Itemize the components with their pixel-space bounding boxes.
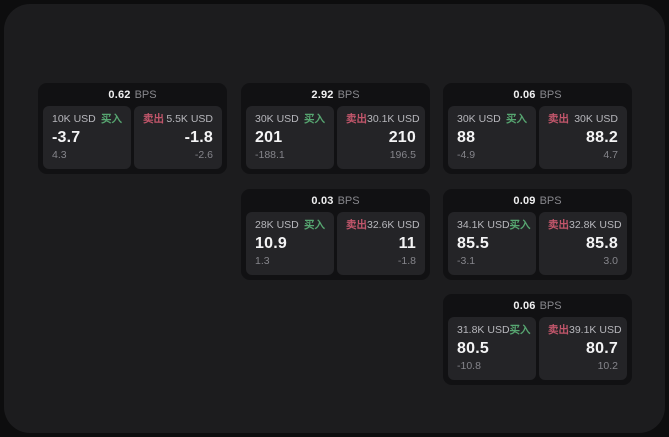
buy-change: 4.3 (52, 149, 67, 161)
bps-value: 0.03 (311, 194, 334, 207)
bps-header: 0.06 BPS (443, 83, 632, 106)
quote-card-3: 0.06 BPS 30K USD 买入 88 -4.9 卖出 30K USD 8… (443, 83, 632, 174)
buy-amount: 31.8K USD (457, 324, 510, 336)
buy-change: -188.1 (255, 149, 285, 161)
bps-unit-label: BPS (134, 88, 157, 101)
buy-amount: 10K USD (52, 113, 96, 125)
bps-header: 0.09 BPS (443, 189, 632, 212)
price-tiles: 34.1K USD 买入 85.5 -3.1 卖出 32.8K USD 85.8… (443, 212, 632, 280)
buy-price: 80.5 (457, 340, 489, 357)
buy-tile[interactable]: 31.8K USD 买入 80.5 -10.8 (448, 317, 536, 380)
buy-price: 88 (457, 129, 476, 146)
buy-side-label: 买入 (304, 113, 325, 125)
bps-header: 0.62 BPS (38, 83, 227, 106)
buy-amount: 34.1K USD (457, 219, 510, 231)
buy-tile[interactable]: 10K USD 买入 -3.7 4.3 (43, 106, 131, 169)
sell-side-label: 卖出 (346, 219, 367, 231)
buy-side-label: 买入 (506, 113, 527, 125)
sell-side-label: 卖出 (548, 324, 569, 336)
buy-price: 201 (255, 129, 283, 146)
sell-change: 3.0 (603, 255, 618, 267)
bps-value: 2.92 (311, 88, 334, 101)
sell-amount: 30K USD (574, 113, 618, 125)
sell-amount: 30.1K USD (367, 113, 420, 125)
bps-unit-label: BPS (337, 194, 360, 207)
sell-price: 11 (398, 235, 416, 252)
buy-amount: 28K USD (255, 219, 299, 231)
bps-value: 0.09 (513, 194, 536, 207)
sell-amount: 5.5K USD (166, 113, 213, 125)
sell-price: 88.2 (586, 129, 618, 146)
bps-unit-label: BPS (539, 299, 562, 312)
bps-header: 0.06 BPS (443, 294, 632, 317)
buy-change: -10.8 (457, 360, 481, 372)
sell-tile[interactable]: 卖出 32.8K USD 85.8 3.0 (539, 212, 627, 275)
bps-value: 0.62 (108, 88, 131, 101)
sell-tile[interactable]: 卖出 32.6K USD 11 -1.8 (337, 212, 425, 275)
sell-change: 196.5 (389, 149, 416, 161)
quote-card-6: 0.06 BPS 31.8K USD 买入 80.5 -10.8 卖出 39.1… (443, 294, 632, 385)
buy-side-label: 买入 (101, 113, 122, 125)
sell-price: -1.8 (184, 129, 213, 146)
buy-tile[interactable]: 28K USD 买入 10.9 1.3 (246, 212, 334, 275)
sell-tile[interactable]: 卖出 30K USD 88.2 4.7 (539, 106, 627, 169)
price-tiles: 28K USD 买入 10.9 1.3 卖出 32.6K USD 11 -1.8 (241, 212, 430, 280)
bps-value: 0.06 (513, 88, 536, 101)
buy-change: 1.3 (255, 255, 270, 267)
sell-change: -1.8 (397, 255, 416, 267)
sell-amount: 32.6K USD (367, 219, 420, 231)
bps-header: 2.92 BPS (241, 83, 430, 106)
buy-side-label: 买入 (304, 219, 325, 231)
sell-amount: 39.1K USD (569, 324, 622, 336)
bps-header: 0.03 BPS (241, 189, 430, 212)
price-tiles: 30K USD 买入 201 -188.1 卖出 30.1K USD 210 1… (241, 106, 430, 174)
sell-tile[interactable]: 卖出 5.5K USD -1.8 -2.6 (134, 106, 222, 169)
sell-amount: 32.8K USD (569, 219, 622, 231)
quotes-panel: 0.62 BPS 10K USD 买入 -3.7 4.3 卖出 5.5K USD… (4, 4, 665, 433)
sell-side-label: 卖出 (548, 219, 569, 231)
buy-amount: 30K USD (457, 113, 501, 125)
sell-side-label: 卖出 (346, 113, 367, 125)
buy-price: -3.7 (52, 129, 81, 146)
bps-unit-label: BPS (539, 194, 562, 207)
buy-tile[interactable]: 30K USD 买入 201 -188.1 (246, 106, 334, 169)
quote-card-4: 0.03 BPS 28K USD 买入 10.9 1.3 卖出 32.6K US… (241, 189, 430, 280)
buy-price: 10.9 (255, 235, 287, 252)
sell-tile[interactable]: 卖出 39.1K USD 80.7 10.2 (539, 317, 627, 380)
price-tiles: 10K USD 买入 -3.7 4.3 卖出 5.5K USD -1.8 -2.… (38, 106, 227, 174)
sell-price: 80.7 (586, 340, 618, 357)
bps-unit-label: BPS (337, 88, 360, 101)
sell-price: 210 (388, 129, 416, 146)
buy-side-label: 买入 (509, 324, 531, 336)
buy-tile[interactable]: 34.1K USD 买入 85.5 -3.1 (448, 212, 536, 275)
quote-card-1: 0.62 BPS 10K USD 买入 -3.7 4.3 卖出 5.5K USD… (38, 83, 227, 174)
sell-side-label: 卖出 (548, 113, 569, 125)
sell-change: 4.7 (603, 149, 618, 161)
bps-unit-label: BPS (539, 88, 562, 101)
buy-side-label: 买入 (509, 219, 531, 231)
bps-value: 0.06 (513, 299, 536, 312)
buy-amount: 30K USD (255, 113, 299, 125)
buy-tile[interactable]: 30K USD 买入 88 -4.9 (448, 106, 536, 169)
quote-card-2: 2.92 BPS 30K USD 买入 201 -188.1 卖出 30.1K … (241, 83, 430, 174)
sell-price: 85.8 (586, 235, 618, 252)
buy-change: -4.9 (457, 149, 476, 161)
price-tiles: 31.8K USD 买入 80.5 -10.8 卖出 39.1K USD 80.… (443, 317, 632, 385)
buy-price: 85.5 (457, 235, 489, 252)
buy-change: -3.1 (457, 255, 476, 267)
quote-card-5: 0.09 BPS 34.1K USD 买入 85.5 -3.1 卖出 32.8K… (443, 189, 632, 280)
sell-change: -2.6 (194, 149, 213, 161)
sell-tile[interactable]: 卖出 30.1K USD 210 196.5 (337, 106, 425, 169)
price-tiles: 30K USD 买入 88 -4.9 卖出 30K USD 88.2 4.7 (443, 106, 632, 174)
sell-side-label: 卖出 (143, 113, 164, 125)
sell-change: 10.2 (597, 360, 618, 372)
